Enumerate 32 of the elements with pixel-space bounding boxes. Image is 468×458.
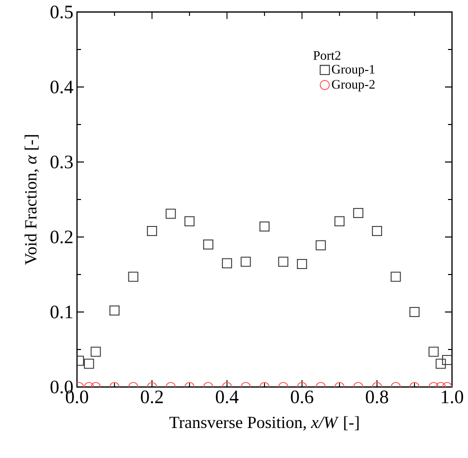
point bbox=[390, 272, 401, 282]
point bbox=[128, 272, 138, 282]
x-tick-label: 0.6 bbox=[290, 390, 314, 404]
point bbox=[109, 305, 120, 316]
point bbox=[203, 239, 214, 250]
x-tick-label: 1.0 bbox=[442, 390, 464, 404]
point bbox=[296, 258, 308, 270]
legend-label: Group-2 bbox=[332, 80, 375, 92]
y-axis-title: Void Fraction, α [-] bbox=[24, 135, 39, 265]
x-tick-label: 0.8 bbox=[366, 390, 388, 404]
point bbox=[372, 226, 382, 236]
y-tick-label: 0.1 bbox=[50, 306, 72, 318]
legend-label: Group-1 bbox=[332, 64, 374, 76]
point bbox=[278, 256, 288, 267]
point bbox=[409, 306, 420, 318]
x-axis-title: Transverse Position, x/W [-] bbox=[169, 416, 359, 431]
point bbox=[146, 226, 158, 236]
x-tick-label: 0.2 bbox=[140, 390, 163, 404]
y-tick-label: 0.3 bbox=[50, 156, 73, 168]
point bbox=[259, 221, 270, 232]
point bbox=[316, 240, 326, 250]
legend-title: Port2 bbox=[313, 51, 340, 60]
point bbox=[222, 258, 232, 268]
y-tick-label: 0.5 bbox=[50, 6, 73, 18]
point bbox=[353, 208, 364, 218]
y-tick-label: 0.2 bbox=[50, 230, 72, 244]
x-tick-label: 0.4 bbox=[216, 390, 239, 404]
y-tick-label: 0.4 bbox=[50, 80, 74, 94]
point bbox=[240, 256, 251, 267]
point bbox=[184, 216, 195, 226]
point bbox=[334, 216, 345, 226]
point bbox=[166, 208, 176, 219]
